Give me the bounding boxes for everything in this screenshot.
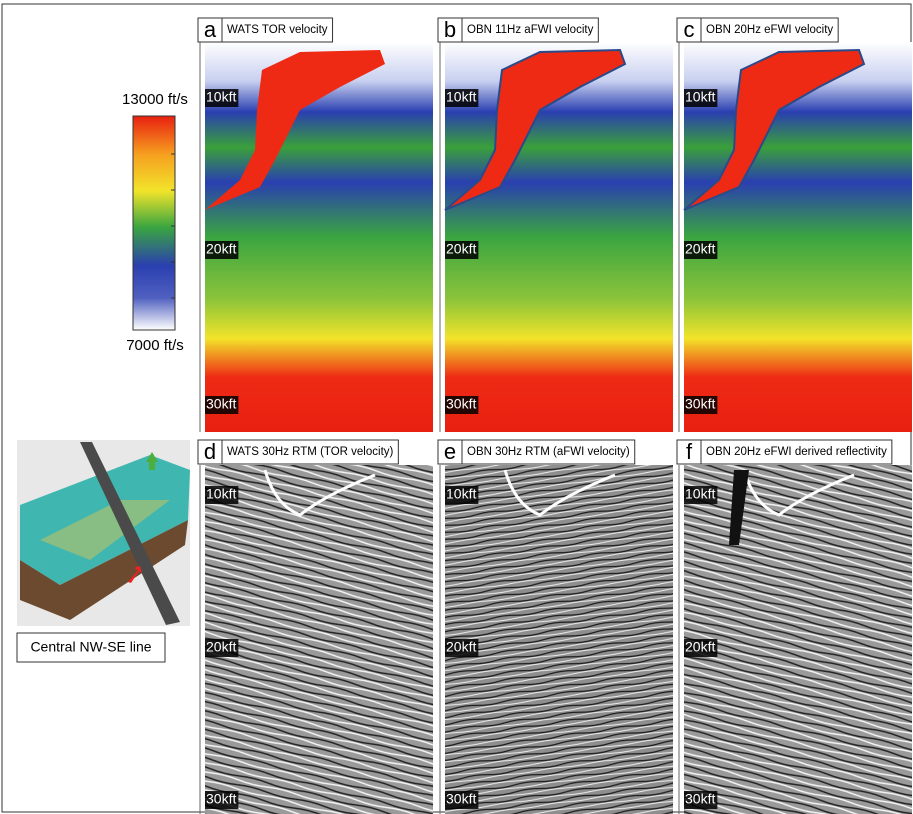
panel-letter: e	[444, 439, 456, 464]
depth-label: 10kft	[685, 486, 715, 502]
depth-label: 30kft	[685, 396, 715, 412]
panel-letter: c	[684, 17, 695, 42]
panel-title: OBN 11Hz aFWI velocity	[467, 24, 594, 36]
seismic-image	[445, 465, 673, 814]
depth-label: 10kft	[206, 486, 236, 502]
depth-label: 20kft	[206, 241, 236, 257]
panel-letter: a	[204, 17, 217, 42]
panel-title: WATS 30Hz RTM (TOR velocity)	[227, 446, 394, 458]
depth-label: 30kft	[685, 791, 715, 807]
panel-title: OBN 20Hz eFWI velocity	[706, 24, 833, 36]
depth-label: 10kft	[206, 89, 236, 105]
seismic-image	[205, 465, 433, 814]
depth-label: 30kft	[206, 791, 236, 807]
velocity-image	[445, 42, 673, 432]
depth-label: 20kft	[446, 639, 476, 655]
depth-label: 30kft	[446, 791, 476, 807]
depth-label: 30kft	[446, 396, 476, 412]
inset-image	[17, 440, 190, 626]
velocity-image	[205, 42, 433, 432]
panel-letter: b	[444, 17, 456, 42]
colorbar-max-label: 13000 ft/s	[122, 91, 188, 108]
depth-label: 10kft	[446, 486, 476, 502]
panel-letter: f	[686, 439, 693, 464]
depth-label: 10kft	[685, 89, 715, 105]
figure: 13000 ft/s 7000 ft/s Central NW-SE line …	[0, 0, 913, 814]
panel-letter: d	[204, 439, 216, 464]
depth-label: 10kft	[446, 89, 476, 105]
depth-label: 20kft	[446, 241, 476, 257]
colorbar-min-label: 7000 ft/s	[126, 337, 184, 354]
colorbar	[133, 116, 175, 330]
depth-label: 20kft	[685, 241, 715, 257]
panel-title: OBN 30Hz RTM (aFWI velocity)	[467, 446, 630, 458]
panel-title: OBN 20Hz eFWI derived reflectivity	[706, 446, 887, 458]
depth-label: 20kft	[685, 639, 715, 655]
depth-label: 30kft	[206, 396, 236, 412]
inset-caption: Central NW-SE line	[30, 639, 151, 655]
panel-title: WATS TOR velocity	[227, 24, 328, 36]
seismic-image	[684, 465, 912, 814]
depth-label: 20kft	[206, 639, 236, 655]
velocity-image	[684, 42, 912, 432]
